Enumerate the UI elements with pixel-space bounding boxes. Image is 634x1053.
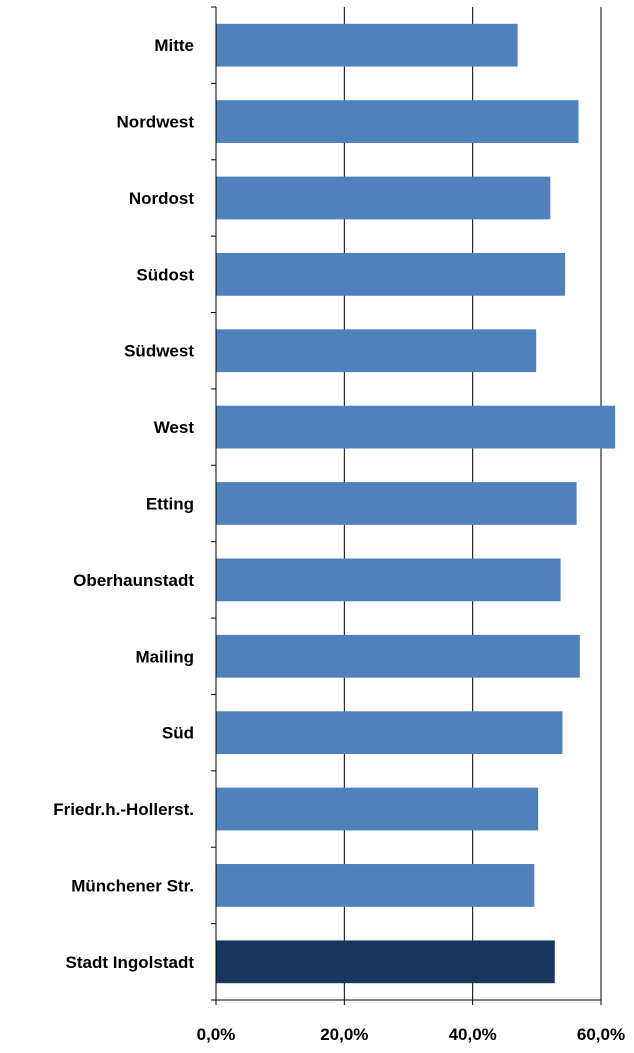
x-tick-label-1: 20,0% [320,1025,368,1044]
bar-1 [216,100,579,143]
bar-3 [216,252,566,296]
bar-12 [216,940,555,984]
bar-4 [216,329,537,373]
category-label-1: Nordwest [117,113,195,132]
bar-9 [216,711,563,755]
bar-6 [216,482,577,525]
category-label-2: Nordost [129,189,195,208]
category-labels: Mitte Nordwest Nordost Südost Südwest West Ett… [53,36,194,972]
category-label-9: Süd [162,724,194,743]
x-tick-label-3: 60,0% [577,1025,625,1044]
bars [216,23,616,984]
category-label-8: Mailing [135,647,194,666]
x-tick-labels: 0,0% 20,0% 40,0% 60,0% [197,1025,625,1044]
bar-5 [216,405,616,449]
x-tick-label-0: 0,0% [197,1025,236,1044]
bar-8 [216,634,580,678]
category-label-0: Mitte [154,36,194,55]
category-label-3: Südost [136,265,194,284]
axes [211,6,602,1005]
category-label-5: West [154,418,195,437]
category-label-11: Münchener Str. [71,876,194,895]
category-label-7: Oberhaunstadt [73,571,194,590]
bar-2 [216,176,551,220]
category-label-12: Stadt Ingolstadt [66,953,195,972]
category-label-4: Südwest [124,342,194,361]
bar-7 [216,558,561,602]
category-label-10: Friedr.h.-Hollerst. [53,800,194,819]
x-tick-label-2: 40,0% [449,1025,497,1044]
category-label-6: Etting [146,495,194,514]
bar-0 [216,23,518,67]
bar-11 [216,864,535,907]
bar-10 [216,787,539,831]
